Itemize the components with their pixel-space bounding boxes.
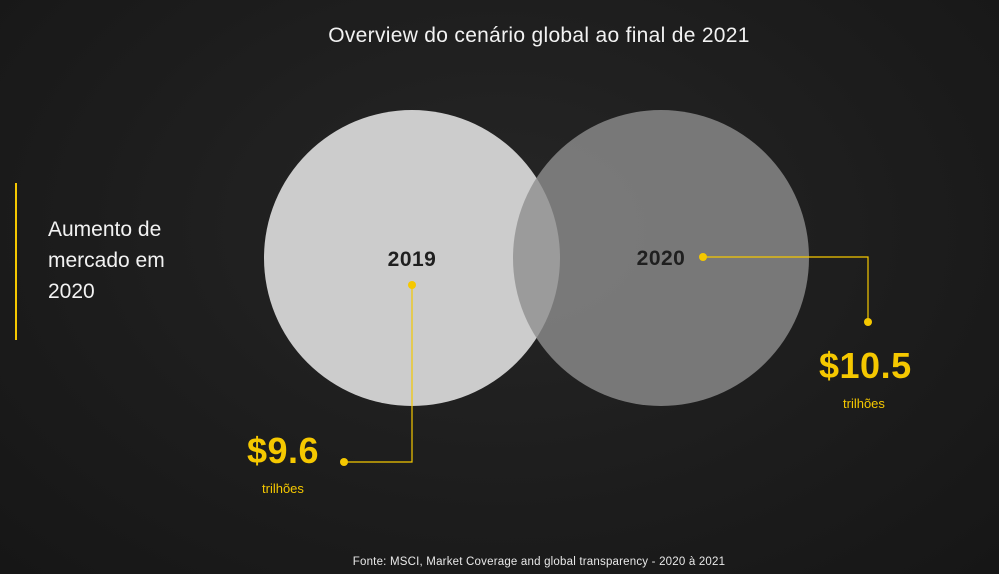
circle-label-2020: 2020 — [637, 247, 686, 270]
circle-2020 — [513, 110, 809, 406]
connector-dot-2020-end — [864, 318, 872, 326]
connector-2019 — [344, 285, 413, 463]
circle-2019 — [264, 110, 560, 406]
connector-2020 — [703, 256, 869, 322]
connector-dot-2019-start — [408, 281, 416, 289]
unit-2019: trilhões — [262, 481, 304, 496]
circle-label-2019: 2019 — [388, 248, 437, 271]
connector-dot-2020-start — [699, 253, 707, 261]
unit-2020: trilhões — [843, 396, 885, 411]
diagram-title: Overview do cenário global ao final de 2… — [328, 24, 750, 47]
side-label: Aumento de mercado em 2020 — [48, 218, 165, 303]
source-note: Fonte: MSCI, Market Coverage and global … — [352, 556, 726, 568]
value-2020: $10.5 — [819, 345, 912, 386]
accent-bar — [15, 183, 17, 340]
connector-dot-2019-end — [340, 458, 348, 466]
value-2019: $9.6 — [247, 430, 320, 471]
